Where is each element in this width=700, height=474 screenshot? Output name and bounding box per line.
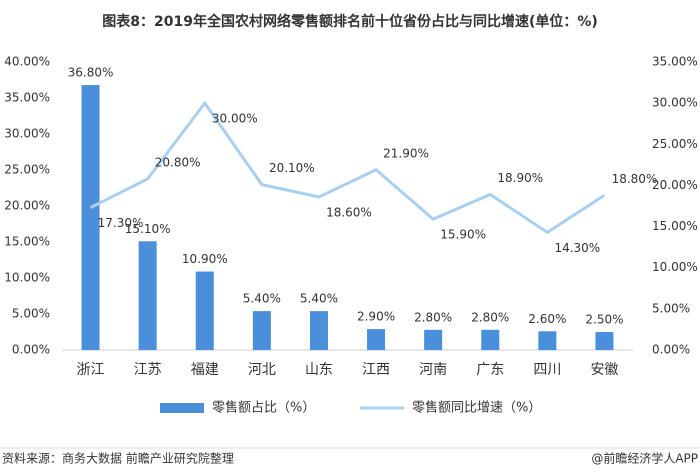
bar	[195, 271, 214, 350]
line-value-label: 18.80%	[612, 172, 658, 186]
bar	[81, 85, 100, 350]
y2-tick-label: 0.00%	[652, 343, 690, 357]
line-value-label: 14.30%	[554, 241, 600, 255]
x-tick-label: 山东	[305, 362, 333, 378]
x-tick-label: 河北	[248, 362, 276, 378]
line-value-label: 17.30%	[98, 216, 144, 230]
x-tick-label: 江苏	[134, 362, 162, 378]
line-value-label: 21.90%	[383, 146, 429, 160]
legend-label: 零售额占比（%）	[212, 400, 315, 416]
bar	[367, 329, 386, 350]
x-tick-label: 安徽	[590, 362, 618, 378]
y-tick-label: 35.00%	[4, 91, 50, 105]
line-value-label: 15.90%	[440, 228, 486, 242]
bar-value-label: 5.40%	[300, 292, 338, 306]
y2-tick-label: 5.00%	[652, 301, 690, 315]
bar-value-label: 2.80%	[414, 310, 452, 324]
y2-tick-label: 15.00%	[652, 219, 698, 233]
bar-value-label: 10.90%	[182, 252, 228, 266]
line-value-label: 18.90%	[497, 171, 543, 185]
bar-value-label: 2.60%	[528, 312, 566, 326]
line-value-label: 20.10%	[269, 161, 315, 175]
y2-tick-label: 25.00%	[652, 137, 698, 151]
line-value-label: 20.80%	[155, 155, 201, 169]
y-tick-label: 20.00%	[4, 199, 50, 213]
bar-value-label: 2.50%	[585, 313, 623, 327]
x-tick-label: 四川	[533, 362, 561, 378]
x-tick-label: 河南	[419, 362, 447, 378]
y-tick-label: 25.00%	[4, 163, 50, 177]
y-tick-label: 40.00%	[4, 55, 50, 69]
x-tick-label: 江西	[362, 362, 390, 378]
bar-value-label: 2.80%	[471, 310, 509, 324]
y2-tick-label: 30.00%	[652, 96, 698, 110]
y-tick-label: 30.00%	[4, 127, 50, 141]
source: 资料来源：商务大数据 前瞻产业研究院整理	[2, 451, 234, 466]
bar-value-label: 36.80%	[68, 66, 114, 80]
chart-title: 图表8：2019年全国农村网络零售额排名前十位省份占比与同比增速(单位：%)	[102, 13, 598, 30]
bar	[481, 329, 500, 350]
legend-label: 零售额同比增速（%）	[412, 400, 541, 416]
bar	[252, 311, 271, 350]
x-tick-label: 浙江	[77, 362, 105, 378]
bar	[595, 332, 614, 350]
y2-tick-label: 20.00%	[652, 178, 698, 192]
legend-swatch	[160, 403, 204, 413]
bar-value-label: 5.40%	[243, 292, 281, 306]
y2-tick-label: 35.00%	[652, 55, 698, 69]
y-tick-label: 5.00%	[12, 307, 50, 321]
line-value-label: 18.60%	[326, 205, 372, 219]
bar	[138, 241, 157, 350]
y-tick-label: 10.00%	[4, 271, 50, 285]
y2-tick-label: 10.00%	[652, 260, 698, 274]
credit: @前瞻经济学人APP	[591, 451, 698, 466]
line	[89, 100, 606, 235]
bar	[538, 331, 557, 350]
bar	[424, 329, 443, 350]
y-tick-label: 15.00%	[4, 235, 50, 249]
y-tick-label: 0.00%	[12, 343, 50, 357]
x-tick-label: 广东	[476, 362, 504, 378]
bar-value-label: 15.10%	[125, 222, 171, 236]
line-value-label: 30.00%	[212, 112, 258, 126]
bar	[309, 311, 328, 350]
bar-value-label: 2.90%	[357, 310, 395, 324]
x-tick-label: 福建	[191, 362, 219, 378]
